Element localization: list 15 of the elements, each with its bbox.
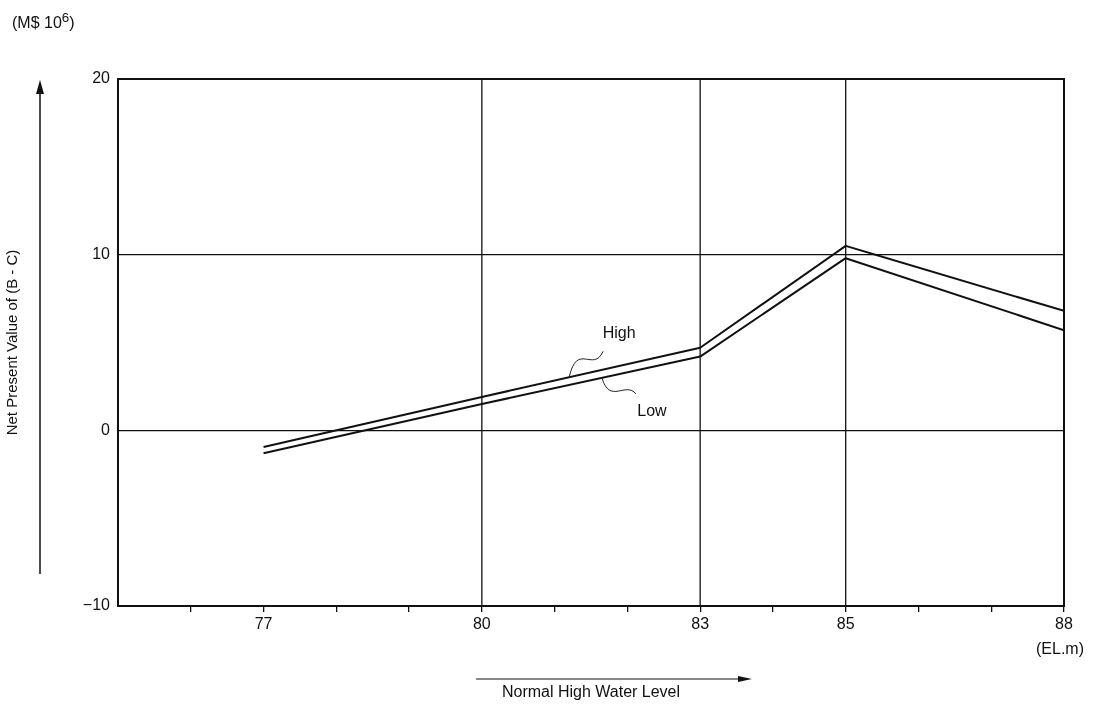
y-axis-title: Net Present Value of (B - C) — [3, 249, 21, 436]
text: (EL.m) — [1036, 640, 1084, 658]
y-tick-label: 0 — [101, 420, 111, 438]
x-tick-label: 77 — [254, 615, 273, 633]
text: (M$ 10$^{6}$) — [12, 10, 75, 33]
x-axis-title: Normal High Water Level — [501, 682, 681, 700]
y-tick-label: 10 — [92, 245, 111, 263]
series-label: Low — [637, 402, 668, 420]
x-tick-label: 83 — [691, 615, 710, 633]
y-tick-label: 20 — [92, 69, 111, 87]
series-label: High — [602, 323, 636, 341]
x-tick-label: 80 — [472, 615, 491, 633]
x-tick-label: 85 — [836, 615, 855, 633]
y-tick-label: −10 — [82, 596, 111, 614]
x-tick-label: 88 — [1055, 615, 1073, 633]
